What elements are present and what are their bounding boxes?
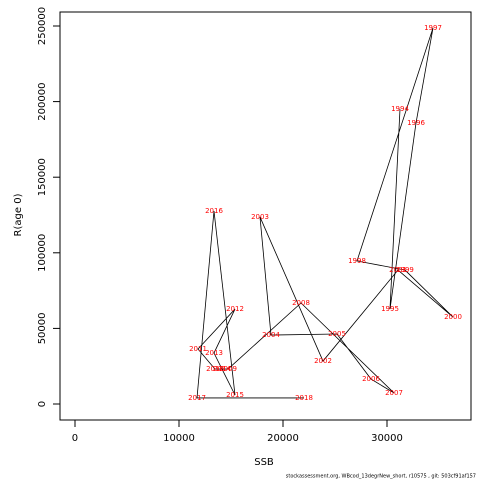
y-tick-label: 0 xyxy=(37,401,48,407)
year-label: 2008 xyxy=(292,299,310,307)
y-tick-label: 250000 xyxy=(37,7,48,45)
year-label: 1999 xyxy=(396,266,414,274)
year-label: 1995 xyxy=(381,305,399,313)
year-label: 2001 xyxy=(389,266,407,274)
year-label: 2006 xyxy=(362,375,380,383)
footer: stockassessment.org, WBcod_13degrNew_sho… xyxy=(286,474,476,480)
y-axis-label: R(age 0) xyxy=(13,193,24,236)
x-tick-label: 10000 xyxy=(163,433,195,444)
x-tick-label: 30000 xyxy=(371,433,403,444)
trajectory-line xyxy=(196,27,454,399)
year-label: 2005 xyxy=(328,330,346,338)
year-label: 2018 xyxy=(295,394,313,402)
x-axis-label: SSB xyxy=(254,457,274,468)
y-tick-label: 50000 xyxy=(37,312,48,344)
y-tick-label: 150000 xyxy=(37,158,48,196)
x-tick-label: 20000 xyxy=(267,433,299,444)
year-label: 1997 xyxy=(424,24,442,32)
y-tick-label: 200000 xyxy=(37,83,48,121)
year-label: 2013 xyxy=(205,349,223,357)
x-tick-label: 0 xyxy=(72,433,78,444)
year-label: 1994 xyxy=(391,105,409,113)
year-label: 2010 xyxy=(206,365,224,373)
year-label: 2015 xyxy=(226,391,244,399)
year-label: 2007 xyxy=(385,389,403,397)
year-label: 2016 xyxy=(205,207,223,215)
year-label: 2017 xyxy=(188,394,206,402)
y-tick-label: 100000 xyxy=(37,234,48,272)
year-label: 2000 xyxy=(444,313,462,321)
year-label: 1998 xyxy=(348,257,366,265)
year-label: 2003 xyxy=(251,213,269,221)
year-label: 2009 xyxy=(219,365,237,373)
year-label: 2012 xyxy=(226,305,244,313)
year-label: 2002 xyxy=(314,357,332,365)
year-label: 2014 xyxy=(213,365,231,373)
year-label: 1996 xyxy=(407,119,425,127)
year-label: 2004 xyxy=(262,331,280,339)
year-label: 2011 xyxy=(189,345,207,353)
